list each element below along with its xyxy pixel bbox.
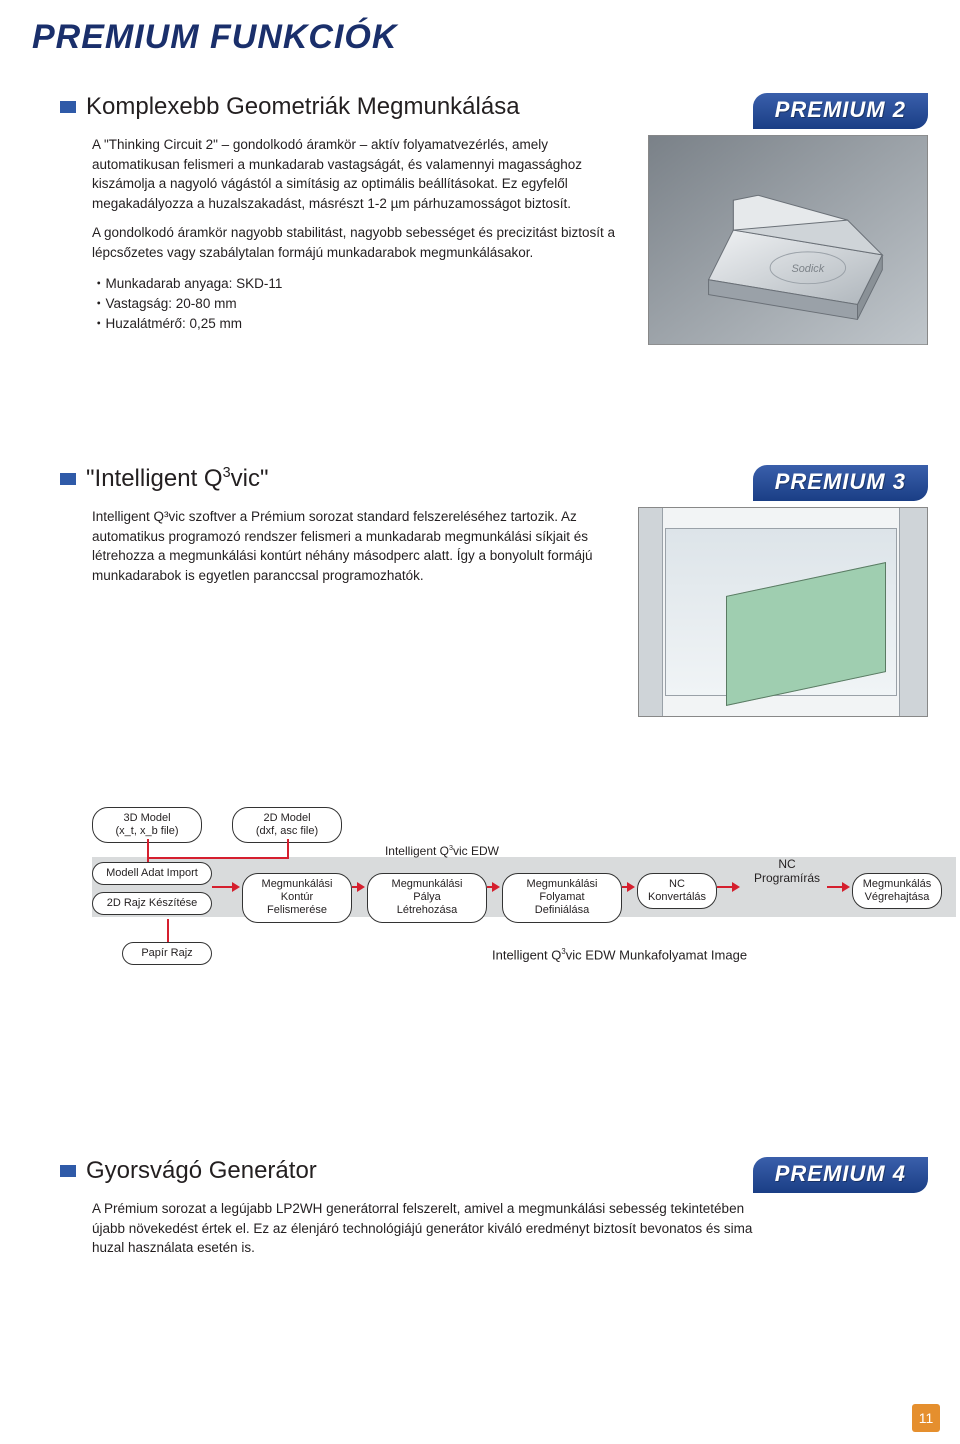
flow-node-2dmodel: 2D Model(dxf, asc file) [232,807,342,843]
flow-caption-prefix: Intelligent Q [492,947,561,962]
page-number: 11 [912,1404,940,1432]
flow-node-folyamat: MegmunkálásiFolyamat Definiálása [502,873,622,923]
section2-title-sup: 3 [223,465,231,481]
section1-body: A "Thinking Circuit 2" – gondolkodó áram… [92,135,624,345]
flow-node-line: Végrehajtása [865,891,930,903]
flow-connector [487,886,497,888]
arrow-icon [232,882,240,892]
flow-node-line: Megmunkálási [262,878,333,890]
section1-image: Sodick [648,135,928,345]
flow-node-line: Megmunkálási Pálya [392,878,463,903]
flow-node-3dmodel: 3D Model(x_t, x_b file) [92,807,202,843]
flow-connector [167,919,169,942]
flow-connector [622,886,632,888]
flow-node-line: Programírás [754,871,820,885]
cad-toolbar-left-icon [639,508,663,716]
flow-connector [147,857,289,859]
heading-marker-icon [60,101,76,113]
section2-body: Intelligent Q³vic szoftver a Prémium sor… [92,507,614,717]
section2-title-prefix: "Intelligent Q [86,465,223,492]
flow-node-vegre: MegmunkálásVégrehajtása [852,873,942,909]
cad-viewport [665,528,897,696]
cad-toolbar-right-icon [899,508,927,716]
section3-para1: A Prémium sorozat a legújabb LP2WH gener… [92,1199,772,1258]
section1-title: Komplexebb Geometriák Megmunkálása [86,93,520,121]
section-premium4: PREMIUM 4 Gyorsvágó Generátor A Prémium … [0,1157,960,1268]
flow-title-suffix: vic EDW [453,844,499,858]
section-premium3: PREMIUM 3 "Intelligent Q3vic" Intelligen… [0,465,960,1007]
svg-text:Sodick: Sodick [791,263,824,275]
badge-premium2: PREMIUM 2 [753,93,928,129]
section1-bullet: Huzalátmérő: 0,25 mm [92,314,624,334]
flow-node-ncprog: NCProgramírás [742,857,832,885]
flow-node-line: (dxf, asc file) [256,825,318,837]
flow-node-line: (x_t, x_b file) [116,825,179,837]
badge-premium3: PREMIUM 3 [753,465,928,501]
badge-premium4: PREMIUM 4 [753,1157,928,1193]
flow-node-line: Konvertálás [648,891,706,903]
flow-node-line: Megmunkálás [863,878,931,890]
heading-marker-icon [60,473,76,485]
heading-marker-icon [60,1165,76,1177]
flow-node-line: Kontúr Felismerése [267,891,327,916]
flow-node-line: Folyamat Definiálása [535,891,589,916]
flow-node-kontur: MegmunkálásiKontúr Felismerése [242,873,352,923]
section2-image [638,507,928,717]
flow-node-line: 2D Model [263,812,310,824]
cad-model-icon [726,562,886,706]
flow-node-papir: Papír Rajz [122,942,212,965]
flow-connector [212,886,232,888]
section1-para2: A gondolkodó áramkör nagyobb stabilitást… [92,223,624,262]
flow-caption: Intelligent Q3vic EDW Munkafolyamat Imag… [492,947,747,962]
section1-para1: A "Thinking Circuit 2" – gondolkodó áram… [92,135,624,213]
section2-title: "Intelligent Q3vic" [86,465,268,493]
flow-node-line: Megmunkálási [527,878,598,890]
flow-title-prefix: Intelligent Q [385,844,449,858]
page-title: PREMIUM FUNKCIÓK [0,0,960,65]
flow-node-2drajz: 2D Rajz Készítése [92,892,212,915]
flow-node-nckonv: NCKonvertálás [637,873,717,909]
flow-caption-suffix: vic EDW Munkafolyamat Image [566,947,747,962]
section-premium2: PREMIUM 2 Komplexebb Geometriák Megmunká… [0,93,960,345]
flow-node-line: NC [778,857,795,871]
flow-node-line: NC [669,878,685,890]
section3-body: A Prémium sorozat a legújabb LP2WH gener… [92,1199,772,1268]
section1-bullet: Vastagság: 20-80 mm [92,294,624,314]
flow-connector [287,839,289,857]
flow-title: Intelligent Q3vic EDW [362,843,522,858]
machined-part-icon: Sodick [649,135,927,345]
flow-connector [717,886,735,888]
flow-node-line: Létrehozása [397,904,458,916]
flow-connector [352,886,362,888]
flow-connector [827,886,845,888]
section3-title: Gyorsvágó Generátor [86,1157,317,1185]
workflow-diagram: Intelligent Q3vic EDW 3D Model(x_t, x_b … [92,807,896,1007]
flow-node-import: Modell Adat Import [92,862,212,885]
section2-title-suffix: vic" [231,465,269,492]
flow-node-line: 3D Model [123,812,170,824]
flow-node-palya: Megmunkálási PályaLétrehozása [367,873,487,923]
section2-para1: Intelligent Q³vic szoftver a Prémium sor… [92,507,614,585]
section1-bullet: Munkadarab anyaga: SKD-11 [92,274,624,294]
